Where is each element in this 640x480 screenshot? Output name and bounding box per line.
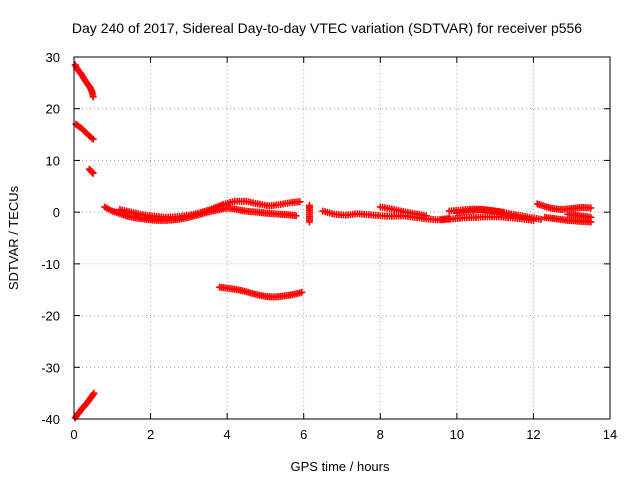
data-marker: [88, 134, 96, 142]
x-axis-label: GPS time / hours: [291, 459, 390, 474]
y-tick-label: -10: [41, 257, 60, 272]
x-tick-label: 10: [450, 427, 464, 442]
data-point: [89, 169, 97, 177]
data-point: [587, 204, 595, 212]
plot-frame: [73, 56, 611, 420]
y-tick-label: 20: [46, 102, 60, 117]
data-point: [89, 93, 97, 101]
x-tick-label: 8: [377, 427, 384, 442]
y-tick-label: 30: [46, 50, 60, 65]
grid: [74, 57, 610, 419]
y-tick-label: 10: [46, 153, 60, 168]
data-point: [296, 198, 304, 206]
data-point: [422, 212, 430, 220]
y-axis-label: SDTVAR / TECUs: [6, 185, 21, 290]
x-tick-label: 12: [526, 427, 540, 442]
x-tick-label: 0: [70, 427, 77, 442]
y-tick-label: -40: [41, 412, 60, 427]
x-tick-label: 6: [300, 427, 307, 442]
y-tick-label: -20: [41, 309, 60, 324]
data-point: [90, 389, 98, 397]
y-tick-label: -30: [41, 360, 60, 375]
x-tick-label: 14: [603, 427, 617, 442]
axis-ticks: 0 2 4 6 8 10 12 14 -40 -30 -20 -10 0 10 20 30: [41, 50, 617, 442]
data-point: [292, 212, 300, 220]
data-point: [298, 288, 306, 296]
data-points: [71, 61, 595, 422]
data-point: [89, 135, 97, 143]
x-tick-label: 4: [224, 427, 231, 442]
chart-title: Day 240 of 2017, Sidereal Day-to-day VTE…: [72, 20, 582, 36]
data-point: [305, 218, 313, 226]
data-marker: [88, 168, 96, 176]
y-tick-label: 0: [53, 205, 60, 220]
x-tick-label: 2: [147, 427, 154, 442]
data-point: [587, 213, 595, 221]
data-point: [499, 208, 507, 216]
data-point: [537, 215, 545, 223]
